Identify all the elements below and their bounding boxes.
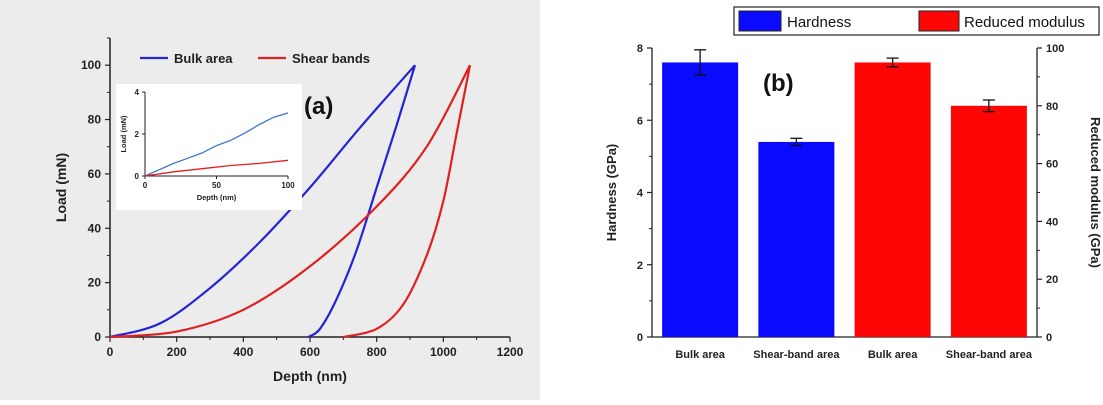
left-y-tick-label: 2 <box>637 260 643 272</box>
right-y-tick-label: 100 <box>1046 43 1064 55</box>
x-tick-label: 1200 <box>497 345 524 359</box>
legend-swatch-1 <box>738 10 782 32</box>
right-axis-label: Reduced modulus (GPa) <box>1088 117 1103 268</box>
series-2-loading-curve <box>109 64 471 339</box>
x-tick-label: 0 <box>107 345 114 359</box>
y-axis-label: Load (mN) <box>53 153 69 222</box>
left-axis-label: Hardness (GPa) <box>604 144 619 242</box>
series-2-unloading-curve <box>343 64 472 339</box>
bar-2-1 <box>854 62 931 337</box>
left-y-tick-label: 0 <box>637 332 643 344</box>
panel-b: 0 2 4 6 8 0 20 40 60 80 100 Hardness (GPa) Reduced m… <box>555 0 1103 400</box>
left-y-tick-label: 4 <box>637 188 644 200</box>
right-y-tick-label: 60 <box>1046 159 1058 171</box>
right-y-tick-label: 0 <box>1046 332 1052 344</box>
category-label: Bulk area <box>868 349 918 361</box>
y-tick-label: 0 <box>94 330 101 344</box>
legend-label-1: Bulk area <box>174 51 233 66</box>
left-y-tick-label: 6 <box>637 115 643 127</box>
panel-label-b: (b) <box>763 70 794 97</box>
inset-y-tick-label: 2 <box>135 130 140 139</box>
category-label: Shear-band area <box>753 349 840 361</box>
legend-swatch-2 <box>918 10 960 32</box>
right-y-tick-label: 20 <box>1046 274 1058 286</box>
inset-y-tick-label: 0 <box>135 172 140 181</box>
y-tick-label: 20 <box>88 276 102 290</box>
legend-label-2: Shear bands <box>292 51 370 66</box>
legend-box <box>733 6 1100 36</box>
x-axis-label: Depth (nm) <box>273 368 347 384</box>
inset-series-2-line <box>144 159 289 177</box>
y-tick-label: 80 <box>88 113 102 127</box>
panel-a: 0 200 400 600 800 1000 1200 0 20 40 60 80 100 Depth (… <box>0 0 540 400</box>
inset-x-tick-label: 50 <box>212 181 221 190</box>
right-y-tick-label: 40 <box>1046 216 1058 228</box>
x-tick-label: 400 <box>233 345 253 359</box>
legend-label-2: Reduced modulus <box>964 14 1085 31</box>
panel-label-a: (a) <box>304 93 333 120</box>
legend-label-1: Hardness <box>787 14 851 31</box>
bar-1-1 <box>662 62 739 337</box>
x-tick-label: 600 <box>300 345 320 359</box>
inset-series-1-line <box>144 112 289 177</box>
x-tick-label: 200 <box>167 345 187 359</box>
y-tick-label: 60 <box>88 167 102 181</box>
x-tick-label: 800 <box>367 345 387 359</box>
series-1-unloading-curve <box>307 64 417 338</box>
inset-x-tick-label: 100 <box>281 181 295 190</box>
inset-x-axis-label: Depth (nm) <box>197 193 237 202</box>
y-tick-label: 40 <box>88 221 102 235</box>
series-1-loading-curve <box>109 64 416 339</box>
left-y-tick-label: 8 <box>637 43 643 55</box>
inset-x-tick-label: 0 <box>143 181 148 190</box>
bar-2-2 <box>950 105 1027 337</box>
x-tick-label: 1000 <box>430 345 457 359</box>
inset-background <box>116 84 302 210</box>
category-label: Bulk area <box>675 349 725 361</box>
category-label: Shear-band area <box>946 349 1033 361</box>
right-y-tick-label: 80 <box>1046 101 1058 113</box>
inset-y-axis-label: Load (mN) <box>119 115 128 153</box>
y-tick-label: 100 <box>81 58 101 72</box>
bar-1-2 <box>758 141 835 337</box>
inset-y-tick-label: 4 <box>135 88 140 97</box>
